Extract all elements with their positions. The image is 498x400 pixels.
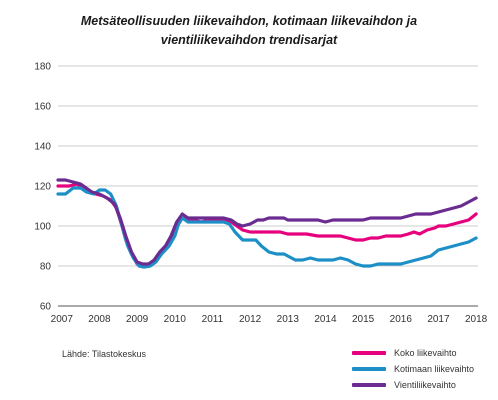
chart-title: Metsäteollisuuden liikevaihdon, kotimaan… [0,12,498,50]
x-tick-label: 2008 [88,314,111,325]
y-tick-label: 160 [34,102,51,113]
x-tick-label: 2013 [277,314,300,325]
x-tick-label: 2017 [427,314,450,325]
y-tick-label: 180 [34,62,51,73]
legend-swatch-koko [352,351,386,355]
x-axis-ticks: 2007 2008 2009 2010 2011 2012 2013 2014 2015 2016… [51,314,488,325]
legend-item-vienti: Vientiliikevaihto [352,377,474,393]
gridlines [58,65,478,307]
y-tick-label: 140 [34,142,51,153]
legend-label-koko: Koko liikevaihto [394,348,457,358]
x-tick-label: 2015 [352,314,375,325]
legend-item-kotimaan: Kotimaan liikevaihto [352,361,474,377]
legend-swatch-kotimaan [352,367,386,371]
legend-label-vienti: Vientiliikevaihto [394,380,456,390]
y-tick-label: 100 [34,222,51,233]
legend: Koko liikevaihto Kotimaan liikevaihto Vi… [352,345,474,393]
legend-swatch-vienti [352,383,386,387]
x-tick-label: 2018 [465,314,488,325]
x-tick-label: 2011 [202,314,224,325]
series-line-2 [56,186,478,269]
x-tick-label: 2010 [164,314,187,325]
chart-title-line1: Metsäteollisuuden liikevaihdon, kotimaan… [80,14,418,28]
y-tick-label: 80 [40,262,52,273]
y-axis-ticks: 180 160 140 120 100 80 60 [34,62,51,313]
x-tick-label: 2012 [239,314,262,325]
chart-title-line2: vientiliikevaihdon trendisarjat [160,33,338,47]
legend-label-kotimaan: Kotimaan liikevaihto [394,364,475,374]
y-tick-label: 60 [40,302,52,313]
x-tick-label: 2014 [314,314,337,325]
x-tick-label: 2009 [126,314,149,325]
legend-item-koko: Koko liikevaihto [352,345,474,361]
series-lines [56,178,478,269]
y-tick-label: 120 [34,182,51,193]
source-note: Lähde: Tilastokeskus [62,349,147,359]
x-tick-label: 2016 [390,314,413,325]
series-line-3 [56,178,478,266]
x-tick-label: 2007 [51,314,74,325]
